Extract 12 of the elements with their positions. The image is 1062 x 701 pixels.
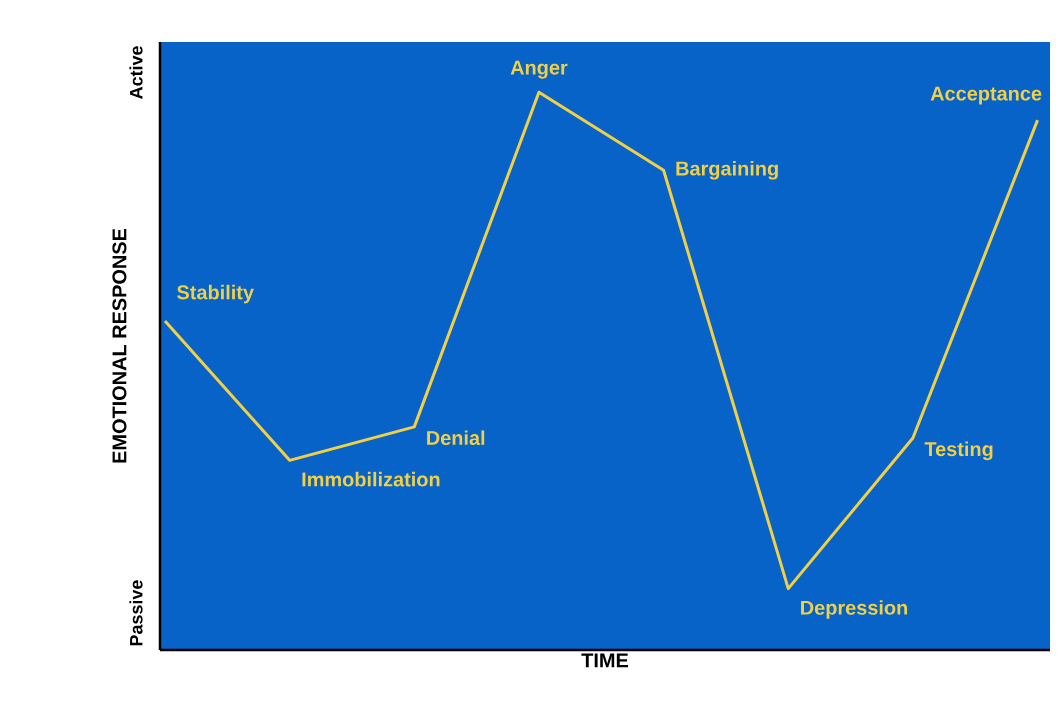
annotation: Immobilization bbox=[302, 471, 440, 487]
annotation: Bargaining bbox=[676, 160, 778, 180]
annotation: Acceptance bbox=[930, 86, 1042, 105]
annotation: Testing bbox=[924, 441, 993, 461]
y-axis-title: EMOTIONAL RESPONSE bbox=[112, 228, 127, 463]
annotation: Denial bbox=[427, 430, 485, 446]
annotation: Depression bbox=[801, 600, 908, 619]
x-axis-title: TIME bbox=[581, 653, 629, 668]
text: Anger bbox=[510, 60, 568, 79]
text: Passive bbox=[129, 580, 143, 646]
text: Active bbox=[129, 46, 143, 99]
annotation: Stability bbox=[177, 284, 254, 304]
